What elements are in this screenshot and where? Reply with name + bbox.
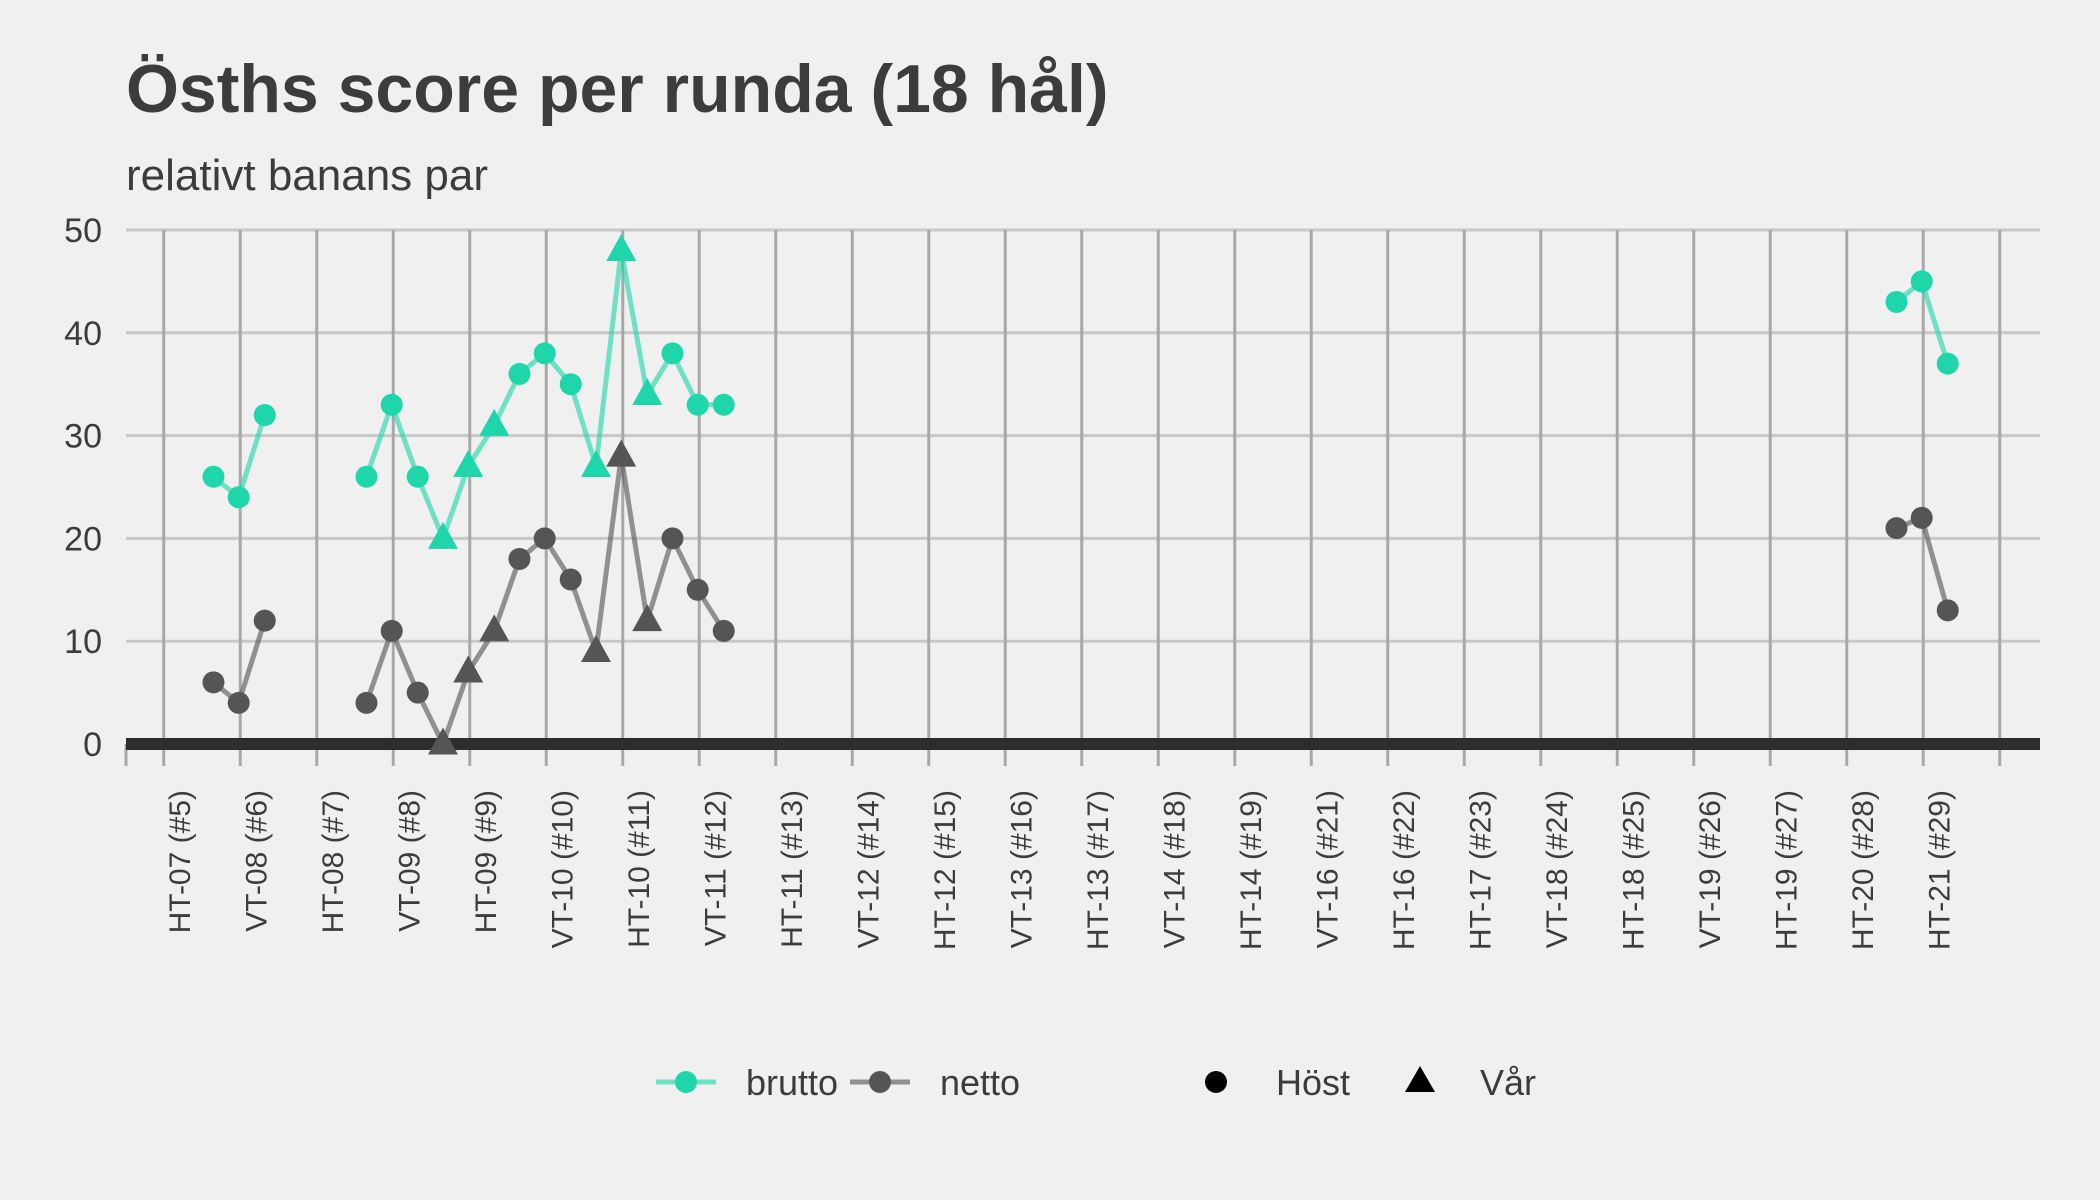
netto-point bbox=[479, 614, 510, 642]
x-tick-label: HT-16 (#22) bbox=[1388, 790, 1421, 950]
y-tick-label: 40 bbox=[64, 315, 102, 353]
brutto-point bbox=[606, 234, 637, 262]
x-tick-label: VT-14 (#18) bbox=[1159, 790, 1192, 948]
netto-point bbox=[453, 655, 484, 683]
legend-netto-marker bbox=[869, 1071, 891, 1093]
x-tick-label: HT-20 (#28) bbox=[1847, 790, 1880, 950]
brutto-point bbox=[202, 465, 225, 488]
netto-point bbox=[380, 619, 403, 642]
x-tick-label: HT-14 (#19) bbox=[1235, 790, 1268, 950]
netto-point bbox=[533, 527, 556, 550]
chart-title: Ösths score per runda (18 hål) bbox=[126, 51, 1109, 127]
x-tick-label: HT-21 (#29) bbox=[1924, 790, 1957, 950]
legend: brutto netto Höst Vår bbox=[656, 1062, 1536, 1103]
brutto-point bbox=[406, 465, 429, 488]
y-tick-label: 20 bbox=[64, 520, 102, 558]
brutto-point bbox=[1885, 290, 1908, 313]
netto-point bbox=[1885, 517, 1908, 540]
grid bbox=[124, 228, 2040, 766]
x-tick-label: HT-09 (#9) bbox=[470, 790, 503, 933]
netto-point bbox=[606, 439, 637, 467]
brutto-point bbox=[1910, 270, 1933, 293]
x-tick-label: HT-10 (#11) bbox=[623, 790, 656, 948]
y-axis: 0 10 20 30 40 50 bbox=[64, 212, 102, 764]
brutto-point bbox=[479, 408, 510, 436]
x-tick-label: VT-19 (#26) bbox=[1694, 790, 1727, 948]
brutto-point bbox=[686, 393, 709, 416]
y-tick-label: 0 bbox=[83, 726, 102, 764]
brutto-point bbox=[227, 486, 250, 509]
x-tick-label: VT-16 (#21) bbox=[1312, 790, 1345, 948]
x-tick-label: HT-11 (#13) bbox=[776, 790, 809, 948]
netto-point bbox=[686, 578, 709, 601]
x-tick-label: HT-13 (#17) bbox=[1082, 790, 1115, 950]
x-tick-label: VT-10 (#10) bbox=[547, 790, 580, 948]
y-tick-label: 10 bbox=[64, 623, 102, 661]
netto-point bbox=[355, 691, 378, 714]
x-tick-label: VT-13 (#16) bbox=[1006, 790, 1039, 948]
netto-point bbox=[227, 691, 250, 714]
brutto-point bbox=[559, 373, 582, 396]
x-tick-label: VT-18 (#24) bbox=[1541, 790, 1574, 948]
series-layer bbox=[202, 234, 1959, 755]
legend-label: brutto bbox=[746, 1062, 838, 1103]
netto-point bbox=[427, 727, 458, 755]
x-tick-label: HT-08 (#7) bbox=[317, 790, 350, 933]
legend-label: netto bbox=[940, 1062, 1020, 1103]
netto-point bbox=[559, 568, 582, 591]
brutto-point bbox=[453, 449, 484, 477]
x-tick-label: HT-07 (#5) bbox=[164, 790, 197, 933]
brutto-point bbox=[355, 465, 378, 488]
brutto-point bbox=[632, 377, 663, 405]
brutto-point bbox=[661, 342, 684, 365]
legend-brutto-marker bbox=[675, 1071, 697, 1093]
brutto-point bbox=[580, 449, 611, 477]
legend-triangle-marker bbox=[1405, 1066, 1435, 1092]
x-tick-label: VT-11 (#12) bbox=[700, 790, 733, 946]
netto-point bbox=[406, 681, 429, 704]
netto-point bbox=[632, 604, 663, 632]
netto-point bbox=[253, 609, 276, 632]
brutto-point bbox=[508, 362, 531, 385]
x-tick-label: HT-19 (#27) bbox=[1771, 790, 1804, 950]
x-tick-label: HT-17 (#23) bbox=[1465, 790, 1498, 950]
chart-subtitle: relativt banans par bbox=[126, 151, 488, 200]
brutto-point bbox=[1936, 352, 1959, 375]
brutto-point bbox=[712, 393, 735, 416]
x-tick-label: VT-08 (#6) bbox=[241, 790, 274, 932]
netto-point bbox=[1936, 599, 1959, 622]
netto-point bbox=[661, 527, 684, 550]
x-tick-label: HT-18 (#25) bbox=[1618, 790, 1651, 950]
netto-point bbox=[580, 634, 611, 662]
legend-circle-marker bbox=[1205, 1071, 1227, 1093]
brutto-point bbox=[380, 393, 403, 416]
y-tick-label: 50 bbox=[64, 212, 102, 250]
x-tick-label: VT-09 (#8) bbox=[394, 790, 427, 932]
x-tick-label: VT-12 (#14) bbox=[853, 790, 886, 948]
brutto-point bbox=[533, 342, 556, 365]
netto-point bbox=[1910, 506, 1933, 529]
netto-point bbox=[508, 547, 531, 570]
legend-label: Höst bbox=[1276, 1062, 1350, 1103]
y-tick-label: 30 bbox=[64, 418, 102, 456]
x-tick-label: HT-12 (#15) bbox=[929, 790, 962, 950]
brutto-point bbox=[253, 404, 276, 427]
legend-label: Vår bbox=[1480, 1062, 1536, 1103]
x-axis: HT-07 (#5) VT-08 (#6) HT-08 (#7) VT-09 (#8)… bbox=[164, 790, 1957, 950]
brutto-point bbox=[427, 521, 458, 549]
netto-point bbox=[712, 619, 735, 642]
netto-point bbox=[202, 671, 225, 694]
